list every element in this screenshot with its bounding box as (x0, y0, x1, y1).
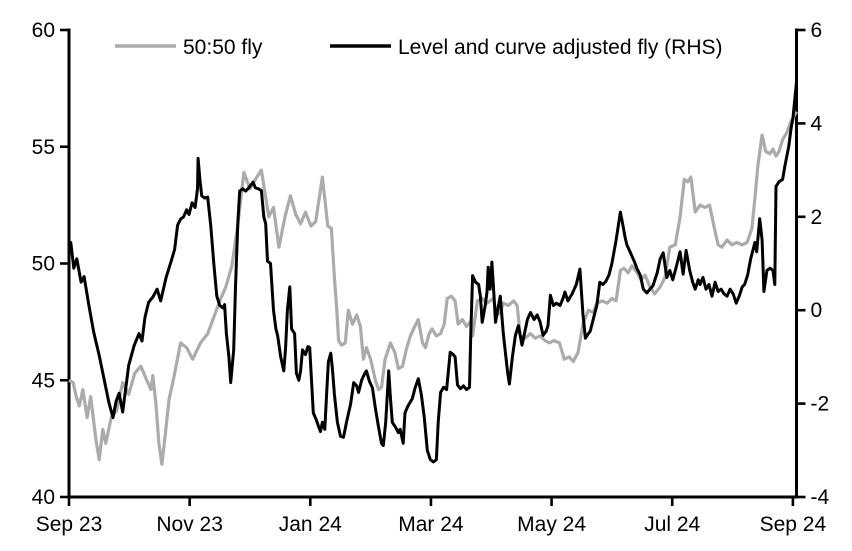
right-axis-tick-label: -4 (811, 486, 830, 509)
series-line-adjusted-fly (67, 82, 798, 464)
series-lines (67, 82, 798, 466)
left-axis-tick-label: 55 (32, 136, 55, 159)
x-axis-tick-label: Nov 23 (156, 513, 223, 536)
legend: 50:50 fly Level and curve adjusted fly (… (115, 36, 723, 59)
legend-label-5050-fly: 50:50 fly (183, 36, 263, 59)
right-axis-tick-label: -2 (811, 393, 830, 416)
left-axis-tick-label: 50 (32, 253, 55, 276)
right-axis-tick-label: 2 (811, 206, 823, 229)
legend-label-adjusted-fly: Level and curve adjusted fly (RHS) (398, 36, 723, 59)
x-axis-tick-label: Jul 24 (644, 513, 700, 536)
x-axis-tick-label: Jan 24 (279, 513, 342, 536)
axes: 60 55 50 45 40 6 4 2 0 -2 -4 Sep 23 Nov 23 Jan 24 Mar … (32, 19, 830, 536)
x-axis-tick-label: Sep 24 (760, 513, 827, 536)
right-axis-tick-label: 0 (811, 299, 823, 322)
right-axis-tick-label: 6 (811, 19, 823, 42)
right-axis-tick-label: 4 (811, 112, 823, 135)
left-axis-tick-label: 45 (32, 369, 55, 392)
series-line-5050-fly (68, 110, 798, 466)
left-axis-tick-label: 40 (32, 486, 55, 509)
x-axis-tick-label: Sep 23 (36, 513, 103, 536)
x-axis-tick-label: Mar 24 (398, 513, 464, 536)
left-axis-tick-label: 60 (32, 19, 55, 42)
x-axis-tick-label: May 24 (517, 513, 586, 536)
